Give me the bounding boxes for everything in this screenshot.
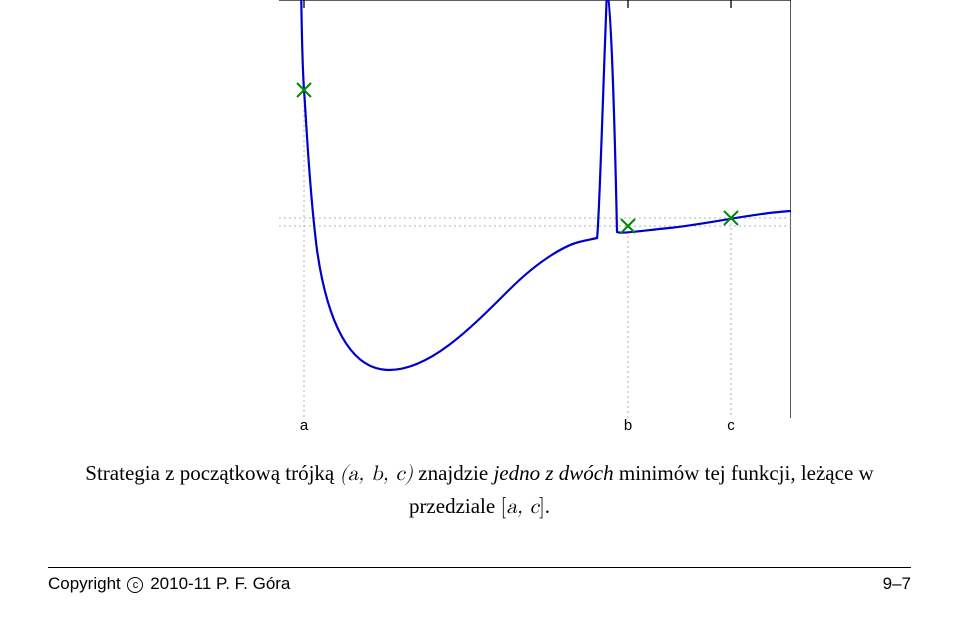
marker-b xyxy=(621,219,635,233)
triple-b: b xyxy=(371,464,383,485)
triple-close: ) xyxy=(405,464,413,485)
function-curve xyxy=(301,0,791,370)
copyright-symbol: c xyxy=(127,577,143,593)
triple: (a, b, c) xyxy=(340,464,413,485)
page: a b c Strategia z początkową trójką (a, … xyxy=(0,0,959,622)
x-label-a: a xyxy=(299,417,308,430)
caption-ital: jedno z dwóch xyxy=(493,461,613,485)
triple-open: ( xyxy=(340,464,348,485)
x-label-b: b xyxy=(623,417,631,430)
caption-prefix: Strategia z początkową trójką xyxy=(85,461,339,485)
copyright: Copyright c 2010-11 P. F. Góra xyxy=(48,574,290,594)
markers xyxy=(297,83,738,233)
function-chart: a b c xyxy=(169,0,791,430)
triple-c: c xyxy=(396,464,405,485)
grid-vertical xyxy=(304,90,731,418)
interval-c: c xyxy=(530,497,539,518)
copyright-rest: 2010-11 P. F. Góra xyxy=(145,574,290,593)
triple-a: a xyxy=(348,464,359,485)
footer: Copyright c 2010-11 P. F. Góra 9–7 xyxy=(48,567,911,594)
interval: [a, c] xyxy=(500,497,544,518)
x-tick-labels: a b c xyxy=(299,417,734,430)
caption-period: . xyxy=(545,494,550,518)
x-label-c: c xyxy=(727,417,735,430)
chart-area: a b c xyxy=(169,0,791,430)
caption-mid: znajdzie xyxy=(413,461,493,485)
copyright-word: Copyright xyxy=(48,574,125,593)
top-ticks xyxy=(304,0,731,8)
page-number: 9–7 xyxy=(883,574,911,594)
interval-a: a xyxy=(506,497,517,518)
caption: Strategia z początkową trójką (a, b, c) … xyxy=(48,458,911,523)
